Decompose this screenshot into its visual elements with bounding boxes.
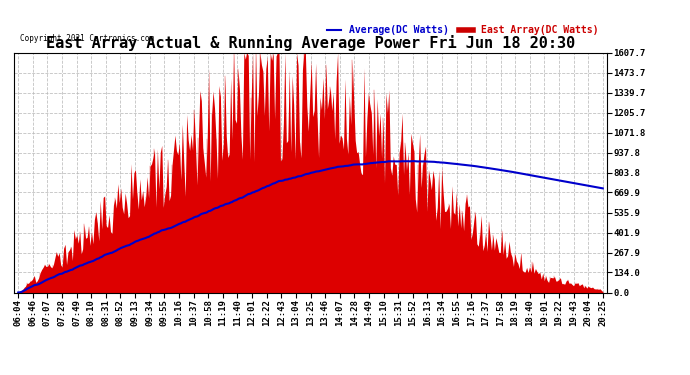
Text: Copyright 2021 Cartronics.com: Copyright 2021 Cartronics.com xyxy=(20,34,154,43)
Title: East Array Actual & Running Average Power Fri Jun 18 20:30: East Array Actual & Running Average Powe… xyxy=(46,35,575,51)
Legend: Average(DC Watts), East Array(DC Watts): Average(DC Watts), East Array(DC Watts) xyxy=(323,21,602,39)
